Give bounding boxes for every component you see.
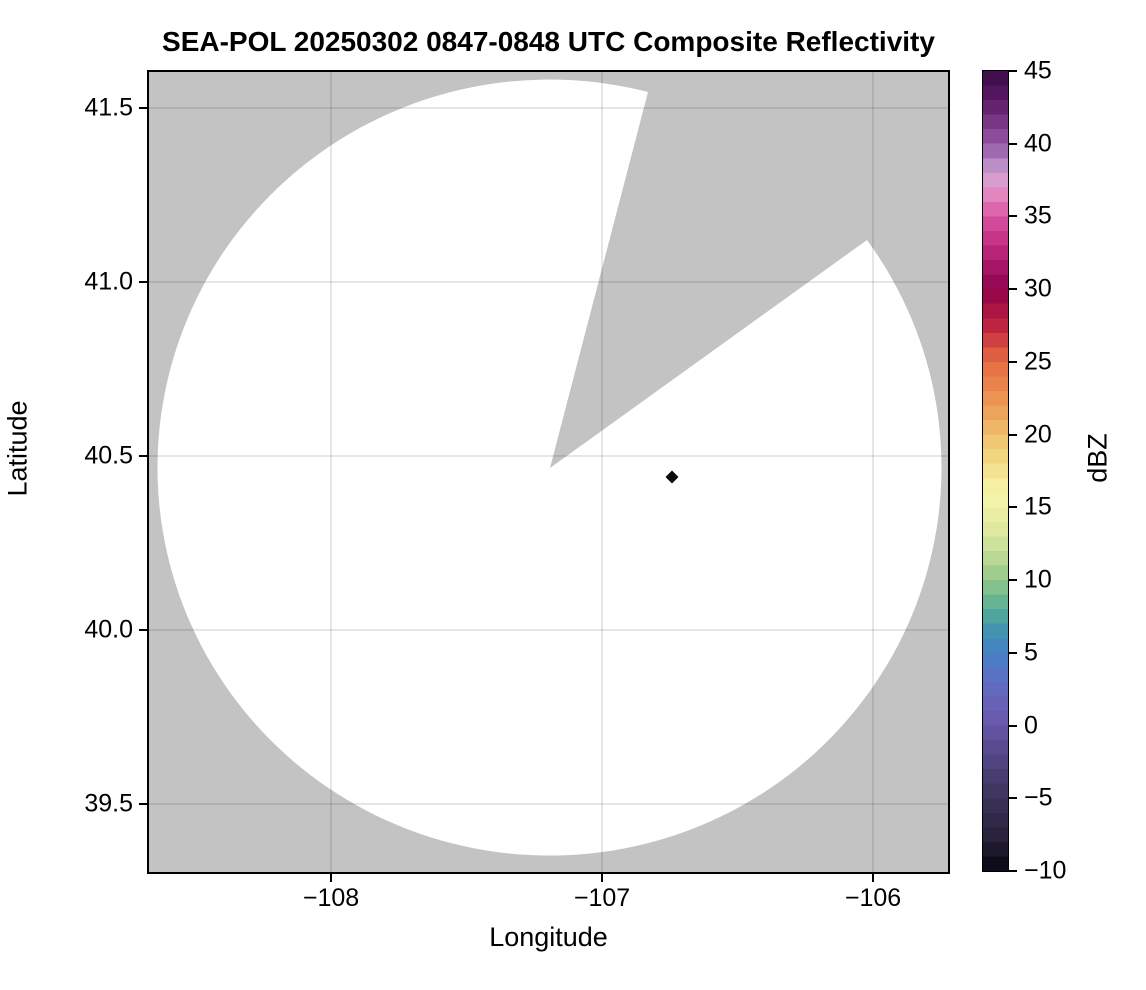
colorbar-tick-label: 30 — [1024, 274, 1052, 303]
x-axis-tick-label: −108 — [302, 884, 360, 912]
colorbar-tick-mark — [1008, 724, 1017, 727]
x-axis-tick-label: −106 — [844, 884, 902, 912]
y-axis-tick-mark — [139, 629, 148, 631]
colorbar-tick-label: 10 — [1024, 565, 1052, 594]
colorbar-tick-mark — [1008, 433, 1017, 436]
y-axis-tick-label: 41.5 — [84, 93, 133, 122]
colorbar-tick-mark — [1008, 579, 1017, 582]
y-axis-tick-mark — [139, 281, 148, 283]
y-axis-label: Latitude — [2, 400, 33, 497]
colorbar-tick-label: 45 — [1024, 56, 1052, 85]
y-axis-tick-label: 41.0 — [84, 267, 133, 296]
colorbar-tick-label: 20 — [1024, 420, 1052, 449]
colorbar-tick-mark — [1008, 870, 1017, 872]
radar-coverage-disk — [157, 79, 942, 856]
x-axis-tick-mark — [601, 873, 603, 882]
y-axis-tick-mark — [139, 107, 148, 109]
radar-coverage-svg — [149, 72, 948, 872]
colorbar-tick-mark — [1008, 506, 1017, 509]
plot-title: SEA-POL 20250302 0847-0848 UTC Composite… — [162, 26, 935, 57]
colorbar-tick-label: −5 — [1024, 783, 1053, 812]
colorbar-tick-mark — [1008, 651, 1017, 654]
colorbar — [982, 70, 1009, 872]
colorbar-tick-mark — [1008, 797, 1017, 800]
colorbar-tick-label: 35 — [1024, 201, 1052, 230]
colorbar-tick-label: 0 — [1024, 711, 1038, 740]
colorbar-tick-mark — [1008, 142, 1017, 145]
colorbar-tick-label: 15 — [1024, 492, 1052, 521]
colorbar-tick-label: 40 — [1024, 129, 1052, 158]
colorbar-tick-label: 5 — [1024, 638, 1038, 667]
x-axis-tick-mark — [330, 873, 332, 882]
colorbar-tick-mark — [1008, 360, 1017, 363]
echo-marker-diamond — [665, 470, 679, 484]
y-axis-tick-mark — [139, 455, 148, 457]
colorbar-tick-mark — [1008, 288, 1017, 291]
x-axis-tick-mark — [872, 873, 874, 882]
x-axis-tick-label: −107 — [573, 884, 631, 912]
colorbar-tick-mark — [1008, 70, 1017, 72]
colorbar-label: dBZ — [1082, 433, 1113, 483]
x-axis-label: Longitude — [489, 922, 608, 952]
y-axis-tick-label: 40.5 — [84, 441, 133, 470]
colorbar-tick-label: 25 — [1024, 347, 1052, 376]
gridlines — [149, 72, 948, 872]
y-axis-tick-label: 40.0 — [84, 615, 133, 644]
y-axis-tick-label: 39.5 — [84, 789, 133, 818]
colorbar-tick-label: −10 — [1024, 856, 1067, 885]
colorbar-tick-mark — [1008, 215, 1017, 218]
plot-area — [147, 70, 950, 874]
y-axis-tick-mark — [139, 803, 148, 805]
